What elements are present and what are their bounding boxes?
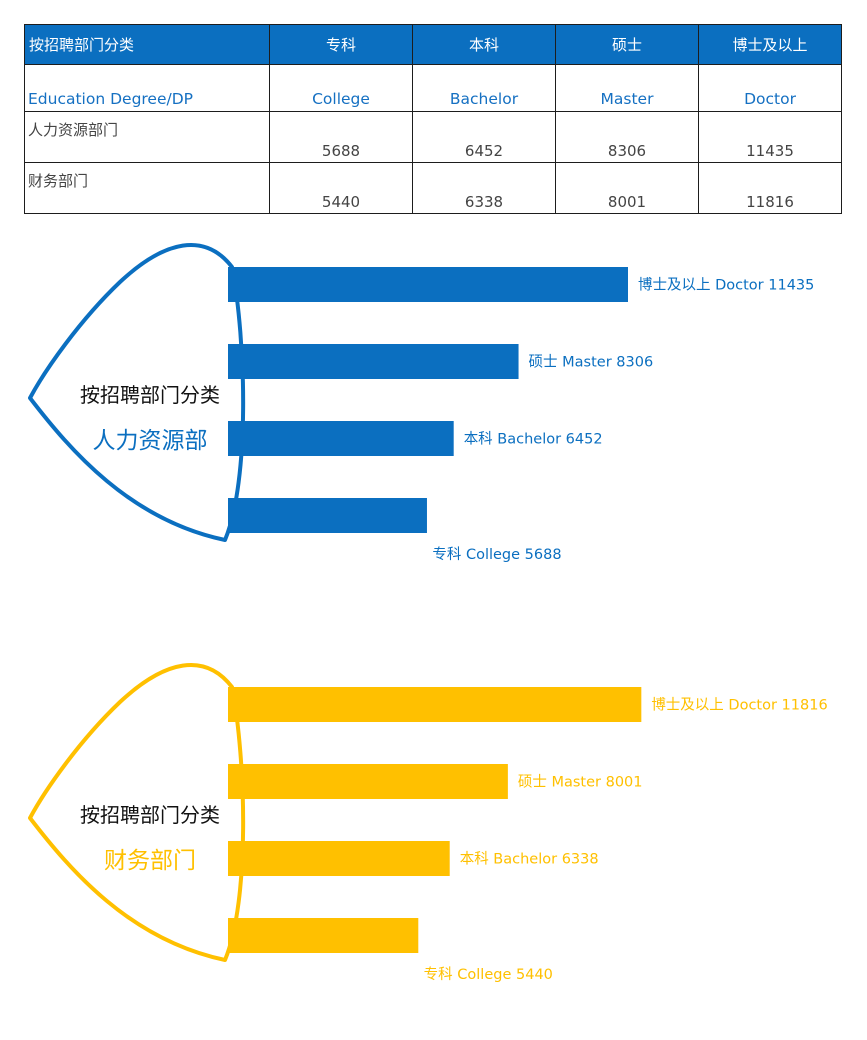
cell-fin-doctor: 11816: [698, 162, 842, 214]
hr-salary-chart: 博士及以上 Doctor 11435 硕士 Master 8306 本科 Bache…: [28, 243, 814, 563]
finance-chart-title: 按招聘部门分类: [80, 803, 220, 827]
header-bachelor: 本科: [412, 24, 556, 65]
finance-bar-label-2: 硕士 Master 8001: [518, 774, 643, 791]
finance-bar-3: [228, 841, 450, 876]
english-row-label: Education Degree/DP: [24, 64, 270, 112]
finance-bar-4: [228, 918, 419, 953]
hr-bar-label-4: 专科 College 5688: [432, 546, 561, 563]
header-category: 按招聘部门分类: [24, 24, 270, 65]
english-degree-row: Education Degree/DP College Bachelor Mas…: [24, 64, 842, 112]
finance-bar-1: [228, 687, 642, 722]
hr-bar-3: [228, 421, 454, 456]
english-master: Master: [555, 64, 699, 112]
hr-bar-4: [228, 498, 427, 533]
row-label-hr: 人力资源部门: [24, 111, 270, 163]
hr-bar-label-3: 本科 Bachelor 6452: [464, 431, 603, 448]
finance-bar-label-3: 本科 Bachelor 6338: [460, 851, 599, 868]
finance-chart-subtitle: 财务部门: [104, 848, 196, 874]
hr-chart-title: 按招聘部门分类: [80, 383, 220, 407]
finance-salary-chart: 博士及以上 Doctor 11816 硕士 Master 8001 本科 Bache…: [28, 663, 828, 983]
finance-bar-label-4: 专科 College 5440: [424, 966, 553, 983]
hr-bar-label-1: 博士及以上 Doctor 11435: [638, 277, 814, 294]
cell-hr-college: 5688: [269, 111, 413, 163]
row-label-finance: 财务部门: [24, 162, 270, 214]
hr-bar-label-2: 硕士 Master 8306: [529, 354, 654, 371]
cell-hr-bachelor: 6452: [412, 111, 556, 163]
header-master: 硕士: [555, 24, 699, 65]
salary-table: 按招聘部门分类 专科 本科 硕士 博士及以上 Education Degree/…: [24, 24, 842, 214]
finance-bar-2: [228, 764, 508, 799]
hr-chart-subtitle: 人力资源部: [93, 428, 208, 454]
cell-fin-bachelor: 6338: [412, 162, 556, 214]
english-college: College: [269, 64, 413, 112]
header-doctor: 博士及以上: [698, 24, 842, 65]
english-doctor: Doctor: [698, 64, 842, 112]
english-bachelor: Bachelor: [412, 64, 556, 112]
cell-fin-college: 5440: [269, 162, 413, 214]
table-row-hr: 人力资源部门 5688 6452 8306 11435: [24, 111, 842, 163]
cell-fin-master: 8001: [555, 162, 699, 214]
finance-bar-label-1: 博士及以上 Doctor 11816: [651, 697, 827, 714]
hr-bar-2: [228, 344, 519, 379]
table-row-finance: 财务部门 5440 6338 8001 11816: [24, 162, 842, 214]
table-header-row: 按招聘部门分类 专科 本科 硕士 博士及以上: [24, 24, 842, 65]
cell-hr-doctor: 11435: [698, 111, 842, 163]
cell-hr-master: 8306: [555, 111, 699, 163]
hr-bar-1: [228, 267, 628, 302]
header-college: 专科: [269, 24, 413, 65]
